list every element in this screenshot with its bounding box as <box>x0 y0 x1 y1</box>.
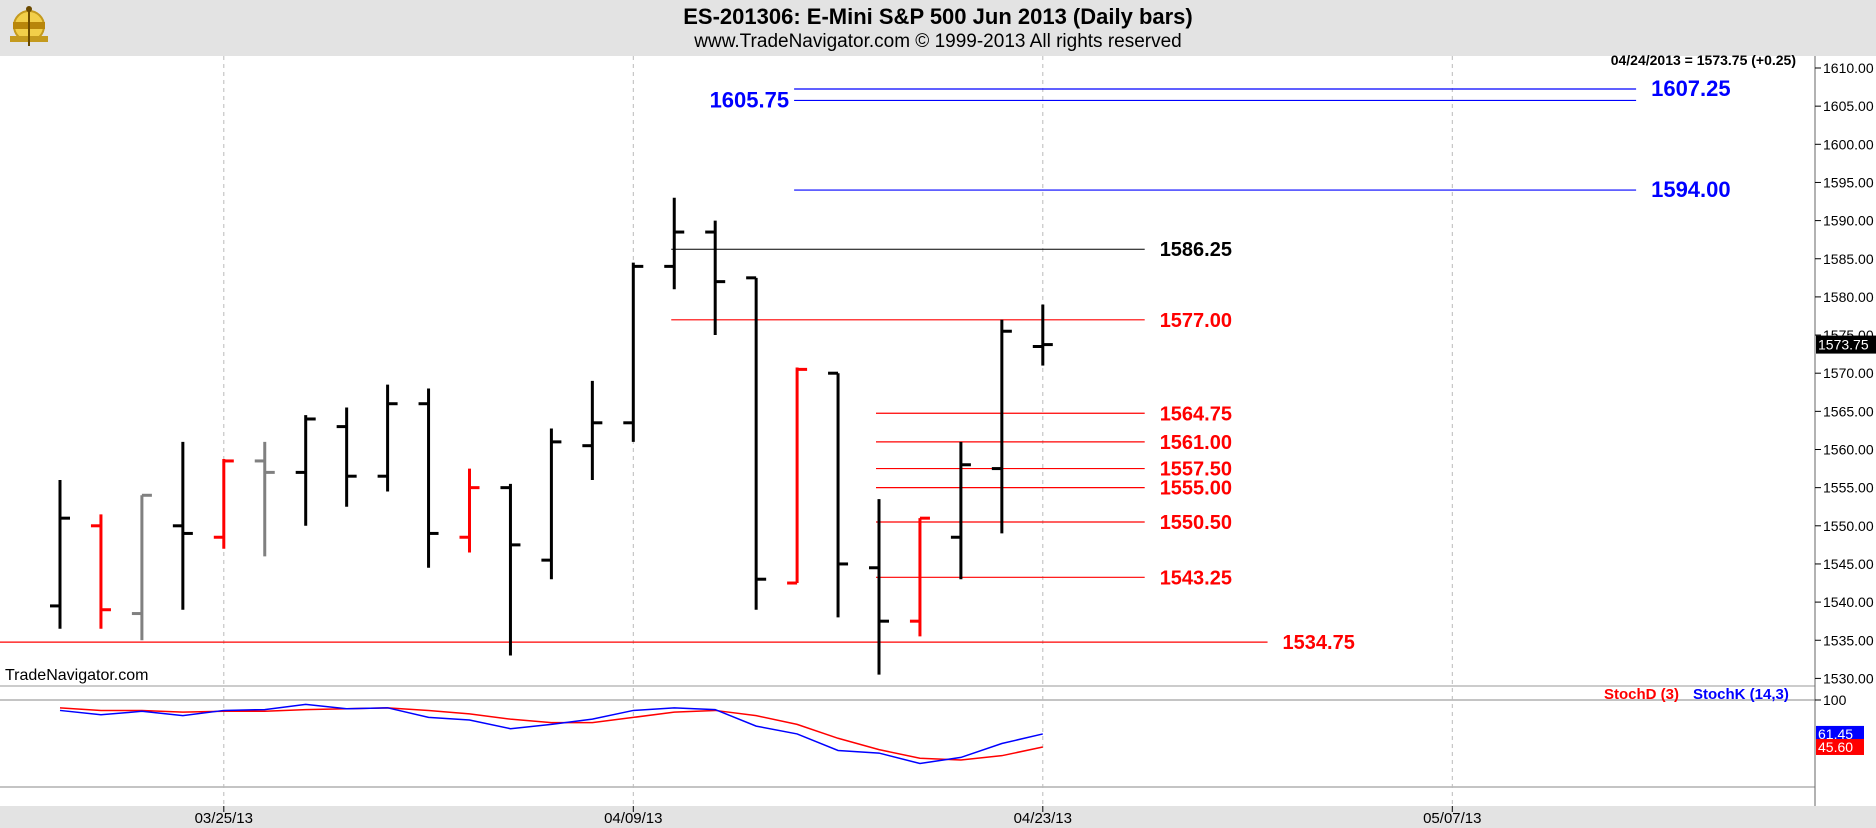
stoch-line <box>59 707 1043 761</box>
level-label: 1586.25 <box>1160 239 1232 261</box>
stoch-value-label: 61.45 <box>1818 726 1853 742</box>
y-tick-label: 1550.00 <box>1823 518 1874 534</box>
last-price-label: 1573.75 <box>1818 337 1869 353</box>
y-tick-label: 1585.00 <box>1823 251 1874 267</box>
x-axis-band <box>0 806 1876 828</box>
y-tick-label: 1590.00 <box>1823 213 1874 229</box>
level-label: 1577.00 <box>1160 310 1232 332</box>
level-label: 1605.75 <box>710 87 790 112</box>
x-tick-label: 04/23/13 <box>1014 810 1072 827</box>
level-label: 1534.75 <box>1283 632 1355 654</box>
trade-navigator-logo <box>10 6 48 46</box>
stoch-line <box>59 703 1043 765</box>
y-tick-label: 1560.00 <box>1823 442 1874 458</box>
y-tick-label: 1535.00 <box>1823 632 1874 648</box>
chart-subtitle: www.TradeNavigator.com © 1999-2013 All r… <box>694 31 1182 52</box>
x-tick-label: 04/09/13 <box>604 810 662 827</box>
y-tick-label: 1600.00 <box>1823 136 1874 152</box>
x-tick-label: 05/07/13 <box>1423 810 1481 827</box>
x-tick-label: 03/25/13 <box>195 810 253 827</box>
legend-stochk: StochK (14,3) <box>1693 686 1789 703</box>
y-tick-label: 1595.00 <box>1823 174 1874 190</box>
watermark: TradeNavigator.com <box>5 667 149 684</box>
y-tick-label: 1530.00 <box>1823 670 1874 686</box>
stoch-value-tag <box>1816 725 1864 742</box>
y-tick-label: 1580.00 <box>1823 289 1874 305</box>
level-label: 1557.50 <box>1160 459 1232 481</box>
level-label: 1607.25 <box>1651 76 1731 101</box>
last-price-tag <box>1816 335 1876 354</box>
chart-header: ES-201306: E-Mini S&P 500 Jun 2013 (Dail… <box>0 0 1876 56</box>
y-tick-label: 1555.00 <box>1823 480 1874 496</box>
chart-title: ES-201306: E-Mini S&P 500 Jun 2013 (Dail… <box>683 4 1193 29</box>
stoch-y-tick-label: 100 <box>1823 692 1847 708</box>
level-label: 1543.25 <box>1160 567 1232 589</box>
last-quote-label: 04/24/2013 = 1573.75 (+0.25) <box>1610 52 1796 68</box>
level-label: 1555.00 <box>1160 478 1232 500</box>
y-tick-label: 1565.00 <box>1823 403 1874 419</box>
y-tick-label: 1545.00 <box>1823 556 1874 572</box>
level-label: 1561.00 <box>1160 432 1232 454</box>
stoch-value-label: 45.60 <box>1818 739 1853 755</box>
stoch-value-tag <box>1816 738 1864 755</box>
y-tick-label: 1540.00 <box>1823 594 1874 610</box>
level-label: 1550.50 <box>1160 512 1232 534</box>
legend-stochd: StochD (3) <box>1604 686 1679 703</box>
y-tick-label: 1610.00 <box>1823 60 1874 76</box>
level-label: 1594.00 <box>1651 177 1731 202</box>
y-tick-label: 1570.00 <box>1823 365 1874 381</box>
level-label: 1564.75 <box>1160 403 1232 425</box>
y-tick-label: 1605.00 <box>1823 98 1874 114</box>
